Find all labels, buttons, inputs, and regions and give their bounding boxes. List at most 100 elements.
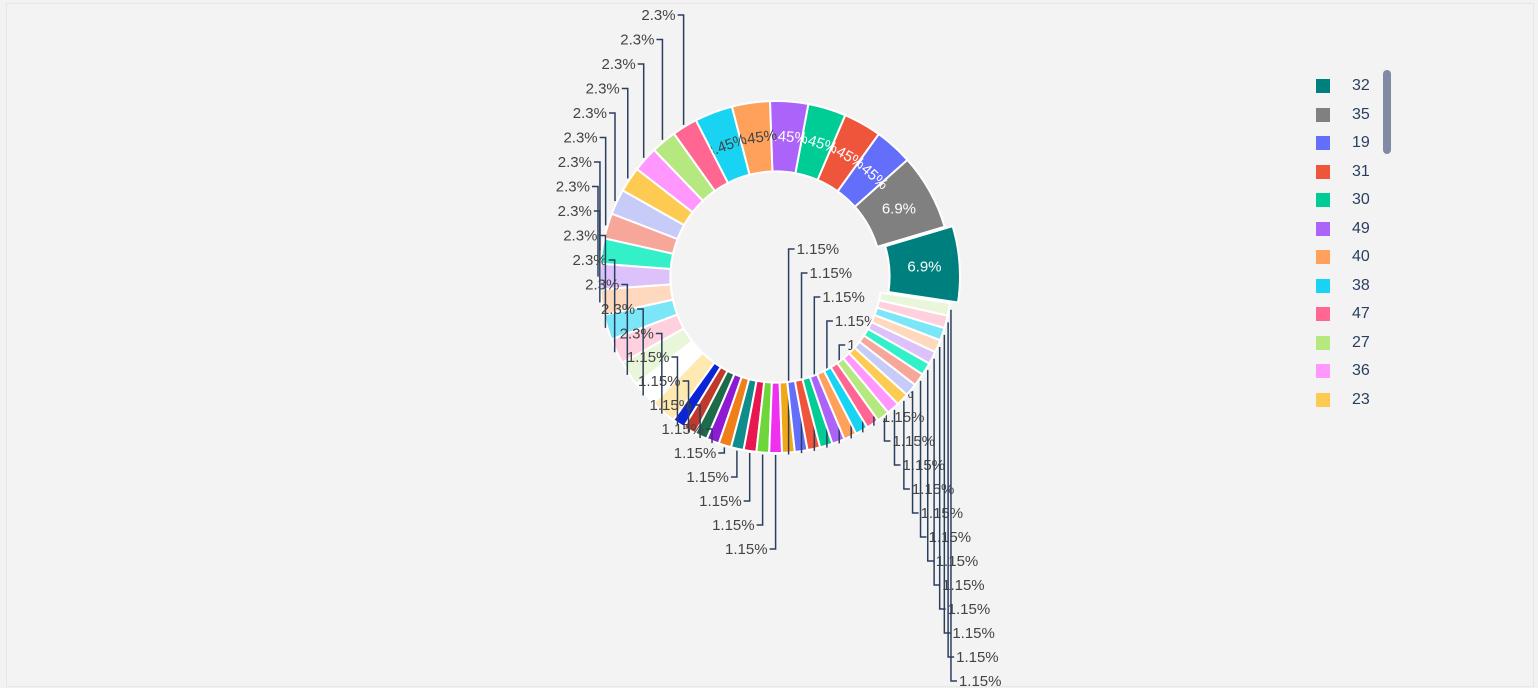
legend-item[interactable]: 30 [1308, 186, 1388, 214]
legend-swatch [1316, 278, 1330, 293]
legend-item[interactable]: 19 [1308, 129, 1388, 157]
slice-label: 1.15% [674, 445, 717, 462]
slice-label: 6.9% [882, 200, 916, 217]
legend-item[interactable]: 47 [1308, 300, 1388, 328]
leader-line [592, 185, 599, 277]
pie-slice[interactable] [877, 291, 952, 317]
legend-item[interactable]: 32 [1308, 72, 1388, 100]
legend-swatch [1316, 79, 1330, 93]
leader-line [947, 322, 955, 658]
leader-line [608, 259, 616, 353]
leader-line [655, 332, 663, 414]
legend-item[interactable]: 36 [1308, 357, 1388, 385]
slice-label: 1.15% [797, 241, 840, 258]
legend-label: 19 [1352, 134, 1370, 151]
legend-swatch [1316, 164, 1330, 179]
legend[interactable]: 32 35 19 31 30 49 40 38 47 27 36 23 [1308, 72, 1398, 417]
leader-line [903, 400, 910, 490]
leader-line [743, 453, 751, 502]
slice-label: 2.3% [572, 252, 606, 269]
leader-line [933, 358, 941, 586]
leader-line [769, 454, 777, 550]
slice-label: 1.15% [661, 421, 704, 438]
leader-line [682, 380, 690, 433]
slice-label: 1.15% [725, 541, 768, 558]
slice-label: 1.15% [921, 505, 964, 522]
slice-label: 1.15% [948, 601, 991, 618]
slice-label: 1.15% [936, 553, 979, 570]
leader-line [756, 454, 764, 526]
slice-label: 1.15% [952, 625, 995, 642]
leader-line [694, 404, 701, 439]
slice-label: 2.3% [601, 56, 635, 73]
slice-label: 2.3% [601, 301, 635, 318]
leader-line [677, 14, 685, 125]
slice-label: 2.3% [620, 32, 654, 49]
pie-slice[interactable] [883, 224, 961, 304]
leader-line [671, 356, 679, 426]
slice-label: 1.15% [929, 529, 972, 546]
legend-item[interactable]: 49 [1308, 215, 1388, 243]
legend-label: 27 [1352, 333, 1370, 351]
legend-item[interactable]: 23 [1308, 386, 1388, 414]
slice-label: 1.15% [835, 313, 878, 330]
slice-label: 2.3% [558, 154, 592, 171]
legend-label: 38 [1352, 276, 1370, 294]
legend-item[interactable]: 27 [1308, 329, 1388, 357]
legend-item[interactable]: 35 [1308, 101, 1388, 129]
slice-label: 2.3% [573, 105, 607, 122]
slice-label: 2.3% [585, 277, 619, 294]
legend-label: 31 [1352, 162, 1370, 180]
leader-line [718, 447, 726, 454]
leader-line [656, 38, 664, 140]
slice-label: 1.15% [822, 289, 865, 306]
slice-label: 2.3% [563, 228, 597, 245]
slice-label: 1.15% [627, 349, 670, 366]
legend-swatch [1316, 392, 1330, 407]
legend-scrollbar[interactable] [1383, 70, 1391, 154]
legend-swatch [1316, 364, 1330, 378]
slice-label: 3.45% [734, 127, 779, 150]
leader-line [621, 87, 629, 179]
slice-label: 2.3% [558, 203, 592, 220]
slice-label: 2.3% [641, 7, 675, 24]
leader-line [911, 391, 919, 514]
legend-label: 23 [1352, 390, 1370, 408]
slice-label: 1.15% [902, 457, 945, 474]
leader-line [883, 418, 891, 442]
leader-line [593, 210, 601, 303]
legend-item[interactable]: 40 [1308, 243, 1388, 271]
slice-label: 1.15% [942, 577, 985, 594]
leader-line [599, 136, 607, 226]
leader-line [919, 380, 927, 538]
legend-swatch [1316, 335, 1330, 350]
legend-item[interactable]: 31 [1308, 158, 1388, 186]
slice-label: 2.3% [563, 130, 597, 147]
leader-line [950, 309, 957, 682]
leader-line [706, 428, 713, 444]
leader-line [608, 112, 616, 202]
legend-swatch [1316, 307, 1330, 321]
legend-label: 49 [1352, 219, 1370, 237]
slice-label: 2.3% [586, 81, 620, 98]
slice-label: 1.15% [959, 673, 1002, 688]
slice-label: 1.15% [699, 493, 742, 510]
slice-label: 2.3% [556, 179, 590, 196]
slice-label: 1.15% [712, 517, 755, 534]
legend-label: 36 [1352, 362, 1370, 379]
legend-item[interactable]: 38 [1308, 272, 1388, 300]
leader-line [621, 283, 629, 375]
leader-line [893, 409, 901, 466]
leader-line [730, 450, 738, 478]
legend-label: 30 [1352, 191, 1370, 208]
legend-swatch [1316, 136, 1330, 150]
legend-swatch [1316, 221, 1330, 236]
legend-label: 32 [1352, 77, 1370, 94]
legend-label: 35 [1352, 105, 1370, 123]
slice-label: 1.15% [956, 649, 999, 666]
slice-label: 1.15% [686, 469, 729, 486]
legend-swatch [1316, 107, 1330, 122]
legend-label: 47 [1352, 305, 1370, 322]
